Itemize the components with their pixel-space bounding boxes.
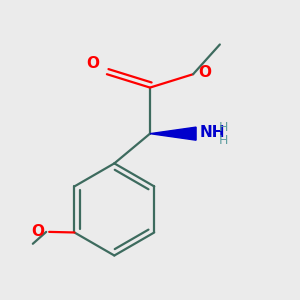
Text: O: O: [32, 224, 45, 239]
Text: O: O: [198, 65, 212, 80]
Text: H: H: [218, 121, 228, 134]
Text: O: O: [86, 56, 100, 70]
Text: H: H: [218, 134, 228, 147]
Polygon shape: [150, 127, 196, 140]
Text: NH: NH: [200, 125, 225, 140]
